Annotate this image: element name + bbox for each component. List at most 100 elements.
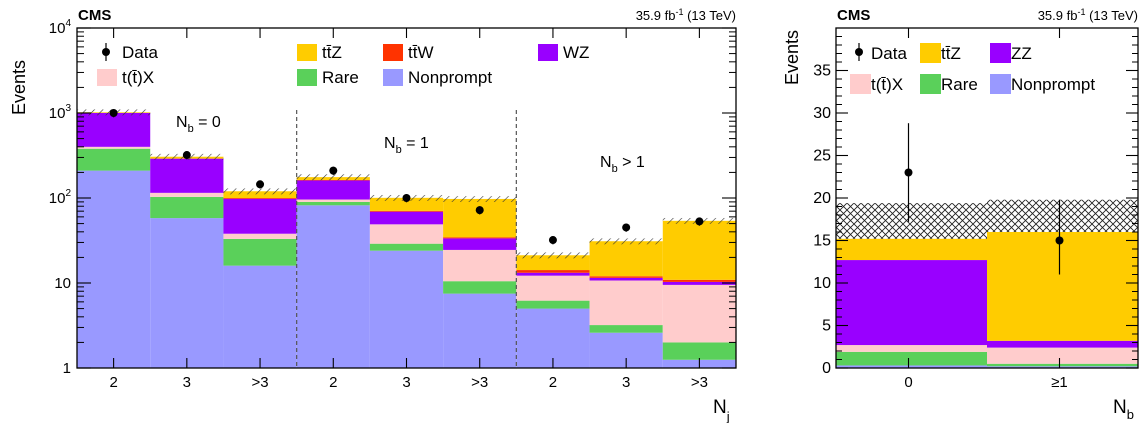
bar-zz-1 — [987, 340, 1138, 348]
x-tick-label-1: ≥1 — [1051, 374, 1068, 391]
uncertainty-band-0 — [836, 203, 987, 239]
region-label-sub-0: b — [188, 123, 194, 135]
left-lumi-label: 35.9 fb-1 (13 TeV) — [636, 7, 736, 23]
bar-ttx-1 — [150, 192, 224, 197]
region-label-0: Nb = 0 — [176, 114, 221, 135]
right-axes: 0 5 10 15 20 25 30 35 0 ≥1 — [813, 27, 1139, 391]
uncertainty-band-6 — [516, 252, 590, 259]
legend-label-0: Data — [871, 44, 907, 63]
y-tick-exp-4: 4 — [65, 18, 71, 29]
data-point-0 — [904, 168, 913, 177]
x-tick-label-1: 3 — [183, 374, 191, 391]
left-region-labels: Nb = 0Nb = 1Nb > 1 — [176, 114, 645, 175]
y-tick-exp-3: 3 — [65, 103, 71, 114]
bar-ttw-6 — [516, 270, 590, 273]
bar-ttw-7 — [589, 276, 663, 278]
region-label-sub-2: b — [612, 163, 618, 175]
y-tick-label-2: 10 — [813, 275, 831, 292]
legend-swatch-2 — [990, 43, 1011, 63]
bar-wz-1 — [150, 158, 224, 193]
left-region-dividers — [296, 110, 517, 368]
bar-wz-7 — [589, 277, 663, 281]
bar-nonprompt-4 — [369, 250, 444, 368]
x-tick-label-8: >3 — [691, 374, 708, 391]
uncertainty-band-5 — [443, 196, 517, 203]
legend-data-marker — [102, 48, 110, 56]
y-tick-base-3: 10 — [49, 105, 66, 122]
right-x-axis-title: Nb — [1113, 397, 1134, 422]
data-point-1 — [1055, 236, 1064, 245]
bar-ttx-3 — [296, 199, 370, 202]
right-data-points — [904, 123, 1064, 275]
uncertainty-band-1 — [987, 199, 1138, 232]
legend-swatch-2 — [383, 44, 403, 61]
left-bars — [77, 112, 736, 368]
y-tick-label-4: 104 — [49, 18, 72, 37]
bar-rare-6 — [516, 300, 590, 309]
x-tick-label-4: 3 — [402, 374, 410, 391]
y-tick-base-1: 10 — [54, 275, 71, 292]
x-tick-label-0: 2 — [109, 374, 117, 391]
legend-data-marker — [855, 48, 863, 56]
y-tick-label-3: 103 — [49, 103, 72, 122]
left-experiment-label: CMS — [78, 7, 111, 24]
bar-wz-5 — [443, 238, 517, 250]
bar-wz-6 — [516, 272, 590, 276]
y-tick-label-2: 102 — [49, 188, 72, 207]
x-tick-label-3: 2 — [329, 374, 337, 391]
data-point-0 — [109, 109, 118, 117]
y-tick-label-3: 15 — [813, 233, 831, 250]
bar-rare-7 — [589, 325, 663, 333]
bar-ttw-4 — [369, 210, 444, 212]
bar-ttx-1 — [987, 347, 1138, 364]
data-point-1 — [182, 151, 191, 160]
legend-label-6: Nonprompt — [408, 68, 492, 87]
left-data-points — [109, 109, 704, 245]
data-point-7 — [622, 223, 631, 232]
left-y-axis-title: Events — [9, 60, 29, 115]
bar-ttx-4 — [369, 224, 444, 244]
bar-rare-8 — [662, 342, 736, 360]
x-tick-label-2: >3 — [252, 374, 269, 391]
x-tick-label-6: 2 — [549, 374, 557, 391]
y-tick-exp-2: 2 — [65, 188, 71, 199]
bar-ttz-8 — [662, 220, 736, 280]
right-y-axis-title: Events — [782, 30, 802, 85]
bar-rare-2 — [223, 238, 297, 266]
bar-rare-0 — [836, 351, 987, 366]
legend-swatch-1 — [920, 43, 941, 63]
region-label-main-0: N — [176, 114, 188, 131]
region-label-main-2: N — [600, 154, 612, 171]
region-label-sub-1: b — [396, 144, 402, 156]
region-label-tail-0: = 0 — [194, 114, 221, 131]
x-tick-label-0: 0 — [904, 374, 912, 391]
bar-rare-0 — [77, 148, 151, 171]
legend-label-5: Nonprompt — [1011, 75, 1095, 94]
bar-rare-3 — [296, 201, 370, 206]
bar-ttx-6 — [516, 275, 590, 301]
uncertainty-band-3 — [296, 174, 370, 181]
legend-swatch-6 — [383, 69, 403, 86]
data-point-2 — [256, 180, 265, 189]
bar-wz-0 — [77, 113, 151, 147]
legend-label-1: tt̄Z — [322, 43, 342, 62]
legend-label-0: Data — [122, 43, 158, 62]
right-experiment-label: CMS — [837, 7, 870, 24]
region-label-tail-2: > 1 — [618, 154, 645, 171]
bar-rare-1 — [150, 196, 224, 219]
region-label-main-1: N — [384, 135, 396, 152]
bar-ttx-0 — [77, 146, 151, 149]
y-tick-label-0: 0 — [822, 360, 831, 377]
bar-ttz-5 — [443, 198, 517, 238]
uncertainty-band-7 — [589, 238, 663, 245]
legend-label-3: WZ — [563, 43, 589, 62]
bar-nonprompt-3 — [296, 205, 370, 368]
bar-wz-8 — [662, 281, 736, 285]
bar-ttx-0 — [836, 345, 987, 352]
y-tick-label-1: 10 — [54, 275, 71, 292]
bar-wz-3 — [296, 180, 370, 200]
bar-ttz-0 — [836, 238, 987, 261]
left-legend: Data tt̄Z tt̄W WZ t(t̄)X Rare Nonprompt — [97, 43, 589, 87]
bar-rare-1 — [987, 363, 1138, 367]
